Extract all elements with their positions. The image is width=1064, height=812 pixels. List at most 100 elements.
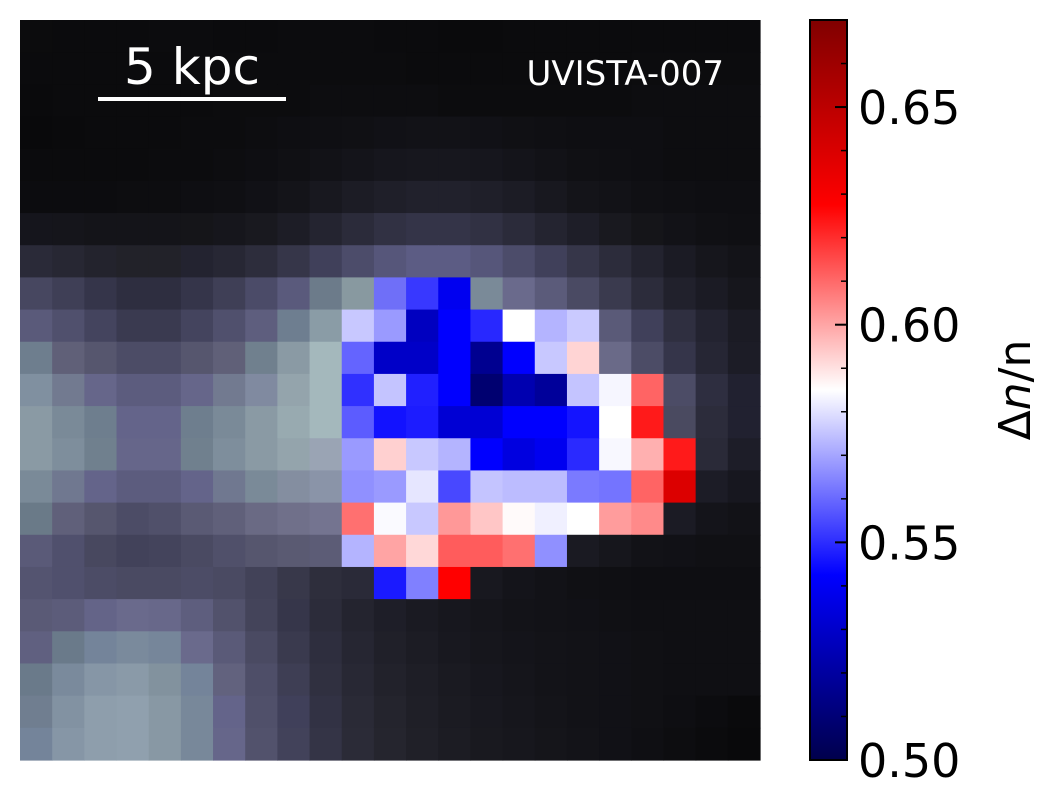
image-pixel [502,213,536,246]
image-pixel [631,663,665,697]
colorbar-ticks: 0.50 0.55 0.60 0.65 [835,19,960,788]
image-pixel [470,470,504,504]
image-pixel [20,406,53,439]
image-pixel [148,277,182,311]
image-pixel [245,727,278,761]
image-pixel [20,727,53,761]
image-pixel [373,631,407,665]
image-pixel [309,277,343,311]
image-pixel [534,631,568,665]
image-pixel [599,727,632,761]
image-pixel [213,406,246,439]
image-pixel [631,599,665,632]
image-pixel [470,52,504,85]
image-pixel [695,277,729,311]
image-pixel [534,727,568,761]
image-pixel [566,20,600,53]
image-pixel [180,631,214,665]
image-pixel [52,502,85,536]
image-pixel [534,116,568,150]
image-pixel [406,148,439,182]
image-pixel [599,309,632,343]
image-pixel [213,727,246,761]
image-pixel [727,695,761,729]
image-pixel [148,341,182,375]
image-pixel [213,20,246,53]
image-pixel [277,245,311,278]
image-pixel [277,116,311,150]
image-pixel [213,148,246,182]
image-pixel [663,599,697,632]
image-pixel [52,663,85,697]
image-pixel [566,180,600,214]
image-pixel [277,502,311,536]
image-pixel [116,213,150,246]
image-pixel [52,309,85,343]
image-pixel [438,309,472,343]
image-pixel [599,502,632,536]
image-pixel [180,470,214,504]
image-pixel [309,180,343,214]
image-pixel [309,599,343,632]
image-pixel [406,631,439,665]
image-pixel [534,502,568,536]
image-pixel [20,373,53,407]
image-pixel [695,309,729,343]
image-pixel [502,663,536,697]
image-pixel [245,213,278,246]
image-pixel [438,663,472,697]
image-pixel [148,599,182,632]
image-pixel [277,52,311,85]
image-pixel [534,245,568,278]
image-pixel [695,373,729,407]
image-pixel [534,534,568,568]
image-pixel [52,438,85,472]
image-pixel [438,52,472,85]
image-pixel [213,599,246,632]
image-pixel [534,406,568,439]
image-pixel [663,148,697,182]
image-pixel [277,213,311,246]
image-pixel [599,534,632,568]
image-pixel [116,373,150,407]
image-pixel [245,406,278,439]
image-pixel [470,695,504,729]
image-pixel [148,566,182,600]
image-pixel [566,406,600,439]
image-pixel [180,599,214,632]
image-pixel [245,180,278,214]
image-pixel [502,534,536,568]
image-pixel [631,470,665,504]
image-pixel [663,116,697,150]
scale-bar-label: 5 kpc [124,38,260,96]
image-pixel [599,20,632,53]
image-pixel [20,663,53,697]
image-pixel [631,727,665,761]
image-pixel [727,502,761,536]
image-pixel [84,341,118,375]
image-pixel [599,438,632,472]
image-pixel [148,148,182,182]
image-pixel [52,52,85,85]
image-pixel [470,277,504,311]
image-pixel [309,534,343,568]
image-pixel [52,631,85,665]
image-pixel [52,566,85,600]
image-pixel [245,502,278,536]
image-pixel [373,84,407,118]
image-pixel [438,20,472,53]
image-pixel [599,470,632,504]
image-pixel [180,309,214,343]
image-pixel [695,631,729,665]
image-pixel [599,663,632,697]
image-pixel [502,727,536,761]
image-pixel [695,20,729,53]
colorbar [809,19,848,761]
image-pixel [277,406,311,439]
image-pixel [373,245,407,278]
image-pixel [116,116,150,150]
image-pixel [727,566,761,600]
image-pixel [20,695,53,729]
image-pixel [438,148,472,182]
image-pixel [52,406,85,439]
